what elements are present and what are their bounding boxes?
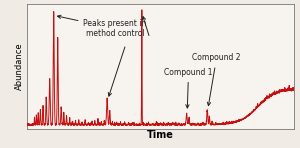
Y-axis label: Abundance: Abundance bbox=[15, 43, 24, 90]
Text: Peaks present in
method control: Peaks present in method control bbox=[58, 15, 147, 38]
X-axis label: Time: Time bbox=[147, 130, 174, 140]
Text: Compound 2: Compound 2 bbox=[192, 53, 241, 106]
Text: Compound 1: Compound 1 bbox=[164, 68, 213, 108]
